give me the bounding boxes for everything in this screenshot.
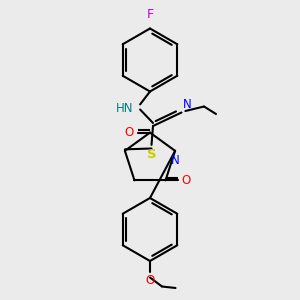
Text: F: F bbox=[146, 8, 154, 21]
Text: S: S bbox=[147, 148, 156, 161]
Text: HN: HN bbox=[116, 101, 134, 115]
Text: O: O bbox=[125, 126, 134, 139]
Text: N: N bbox=[183, 98, 192, 111]
Text: O: O bbox=[146, 274, 154, 287]
Text: O: O bbox=[182, 174, 191, 187]
Text: N: N bbox=[171, 154, 179, 167]
